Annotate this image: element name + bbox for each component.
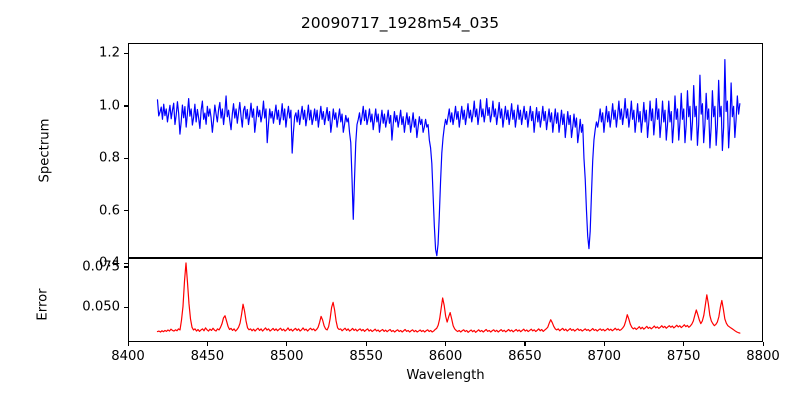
y-ticklabel-spectrum: 0.4 bbox=[99, 255, 120, 271]
spectrum-plot-area bbox=[156, 58, 741, 257]
x-ticklabel: 8550 bbox=[349, 349, 383, 364]
error-plot-area bbox=[156, 262, 741, 334]
error-trace bbox=[156, 262, 741, 334]
x-ticklabel: 8400 bbox=[111, 349, 145, 364]
x-tick bbox=[445, 342, 447, 346]
y-tick-spectrum bbox=[124, 52, 128, 55]
x-ticklabel: 8500 bbox=[269, 349, 304, 364]
x-axis-label: Wavelength bbox=[406, 368, 485, 383]
x-tick bbox=[127, 342, 129, 346]
x-ticklabel: 8800 bbox=[746, 349, 780, 364]
y-axis-label-error: Error bbox=[35, 288, 51, 321]
y-ticklabel-spectrum: 0.6 bbox=[99, 203, 120, 219]
y-axis-label-spectrum: Spectrum bbox=[37, 118, 53, 183]
y-tick-spectrum bbox=[124, 210, 128, 212]
x-ticklabel: 8650 bbox=[508, 349, 542, 364]
x-ticklabel: 8700 bbox=[587, 349, 622, 364]
x-tick bbox=[603, 342, 605, 346]
spectrum-trace bbox=[156, 58, 741, 257]
x-ticklabel: 8600 bbox=[428, 349, 463, 364]
x-tick bbox=[365, 342, 367, 346]
y-ticklabel-spectrum: 1.0 bbox=[99, 98, 120, 114]
figure-title: 20090717_1928m54_035 bbox=[300, 14, 500, 32]
x-ticklabel: 8450 bbox=[190, 349, 225, 364]
x-ticklabel: 8750 bbox=[666, 349, 701, 364]
x-tick bbox=[683, 342, 685, 346]
x-tick bbox=[524, 342, 526, 346]
y-tick-spectrum bbox=[124, 105, 128, 107]
error-panel bbox=[128, 258, 763, 342]
y-ticklabel-error: 0.075 bbox=[82, 259, 120, 275]
y-ticklabel-spectrum: 1.2 bbox=[99, 45, 120, 61]
y-tick-spectrum bbox=[124, 157, 128, 159]
y-tick-spectrum bbox=[124, 262, 128, 264]
x-tick bbox=[762, 342, 764, 346]
x-tick bbox=[286, 342, 288, 346]
y-tick-error bbox=[124, 306, 128, 308]
x-tick bbox=[206, 342, 209, 346]
y-ticklabel-spectrum: 0.8 bbox=[99, 150, 120, 166]
spectrum-panel bbox=[128, 43, 763, 258]
y-tick-error bbox=[124, 266, 128, 268]
y-ticklabel-error: 0.050 bbox=[82, 299, 120, 315]
